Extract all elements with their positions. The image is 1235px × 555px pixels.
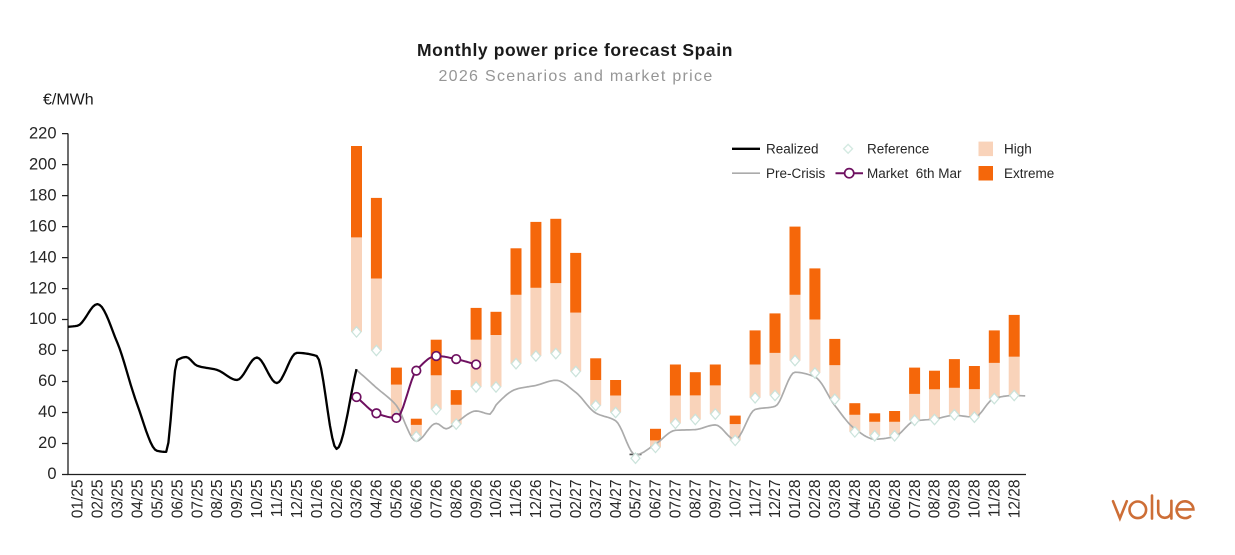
svg-text:10/27: 10/27 (727, 480, 744, 519)
svg-text:11/28: 11/28 (987, 479, 1004, 517)
svg-text:11/25: 11/25 (269, 480, 286, 518)
svg-text:11/27: 11/27 (747, 480, 764, 518)
svg-text:12/28: 12/28 (1006, 480, 1023, 519)
svg-text:Realized: Realized (766, 142, 819, 157)
svg-text:08/28: 08/28 (927, 480, 944, 519)
svg-text:10/26: 10/26 (488, 480, 505, 519)
svg-text:04/26: 04/26 (369, 480, 386, 519)
svg-text:07/25: 07/25 (189, 480, 206, 519)
svg-text:05/26: 05/26 (389, 480, 406, 519)
svg-text:03/26: 03/26 (349, 480, 366, 519)
svg-text:11/26: 11/26 (508, 480, 525, 518)
svg-text:€/MWh: €/MWh (43, 92, 94, 109)
svg-text:200: 200 (29, 155, 57, 173)
svg-text:01/28: 01/28 (787, 480, 804, 519)
svg-text:06/25: 06/25 (169, 480, 186, 519)
svg-text:05/25: 05/25 (149, 480, 166, 519)
svg-text:03/25: 03/25 (110, 480, 127, 519)
svg-text:09/25: 09/25 (229, 480, 246, 519)
svg-text:04/28: 04/28 (847, 480, 864, 519)
svg-text:03/28: 03/28 (827, 480, 844, 519)
svg-text:06/27: 06/27 (648, 480, 665, 519)
svg-text:09/28: 09/28 (947, 480, 964, 519)
svg-text:07/26: 07/26 (428, 480, 445, 519)
svg-text:05/27: 05/27 (628, 480, 645, 519)
svg-text:02/25: 02/25 (90, 480, 107, 519)
svg-text:Market 6th Mar: Market 6th Mar (867, 166, 962, 181)
svg-text:09/26: 09/26 (468, 480, 485, 519)
svg-text:140: 140 (29, 248, 57, 266)
svg-text:10/25: 10/25 (249, 480, 266, 519)
svg-text:01/27: 01/27 (548, 480, 565, 519)
svg-text:100: 100 (29, 310, 57, 328)
svg-text:02/28: 02/28 (807, 480, 824, 519)
svg-text:160: 160 (29, 217, 57, 235)
svg-text:08/25: 08/25 (209, 480, 226, 519)
svg-text:04/25: 04/25 (129, 480, 146, 519)
svg-text:01/26: 01/26 (309, 480, 326, 519)
svg-text:07/27: 07/27 (668, 480, 685, 519)
svg-text:80: 80 (38, 341, 56, 359)
svg-text:03/27: 03/27 (588, 480, 605, 519)
svg-text:40: 40 (38, 403, 56, 421)
svg-text:12/26: 12/26 (528, 480, 545, 519)
svg-text:Extreme: Extreme (1004, 166, 1054, 181)
svg-text:High: High (1004, 142, 1032, 157)
svg-text:0: 0 (47, 465, 56, 483)
svg-text:06/26: 06/26 (409, 480, 426, 519)
svg-text:08/27: 08/27 (688, 480, 705, 519)
svg-text:20: 20 (38, 434, 56, 452)
svg-text:07/28: 07/28 (907, 480, 924, 519)
svg-text:Pre-Crisis: Pre-Crisis (766, 166, 825, 181)
svg-text:06/28: 06/28 (887, 480, 904, 519)
svg-text:60: 60 (38, 372, 56, 390)
svg-text:220: 220 (29, 124, 57, 142)
svg-text:02/27: 02/27 (568, 480, 585, 519)
svg-text:05/28: 05/28 (867, 480, 884, 519)
svg-text:04/27: 04/27 (608, 480, 625, 519)
svg-text:180: 180 (29, 186, 57, 204)
svg-text:10/28: 10/28 (967, 480, 984, 519)
svg-text:12/25: 12/25 (289, 480, 306, 519)
svg-text:02/26: 02/26 (329, 480, 346, 519)
svg-text:120: 120 (29, 279, 57, 297)
svg-text:12/27: 12/27 (767, 480, 784, 519)
svg-text:Monthly power price forecast S: Monthly power price forecast Spain (417, 40, 733, 60)
svg-text:01/25: 01/25 (70, 480, 87, 519)
svg-text:Reference: Reference (867, 142, 929, 157)
svg-text:08/26: 08/26 (448, 480, 465, 519)
svg-text:09/27: 09/27 (708, 480, 725, 519)
svg-text:2026 Scenarios and market pric: 2026 Scenarios and market price (438, 68, 713, 85)
